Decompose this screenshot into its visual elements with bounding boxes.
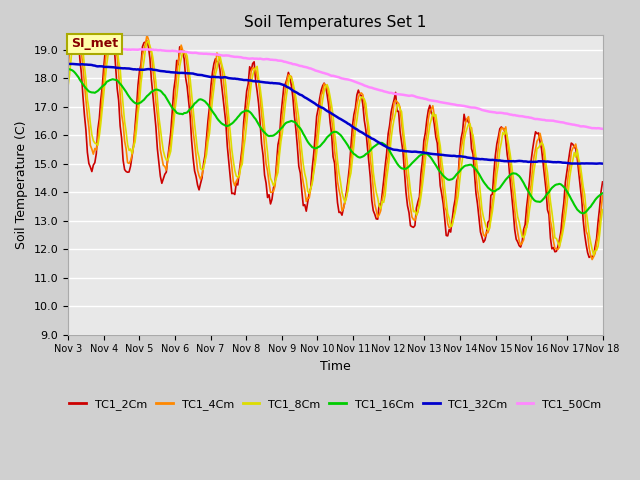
TC1_32Cm xyxy=(593,161,600,167)
TC1_50Cm xyxy=(252,56,259,61)
Y-axis label: Soil Temperature (C): Soil Temperature (C) xyxy=(15,121,28,249)
TC1_32Cm xyxy=(569,161,577,167)
TC1_4Cm xyxy=(72,18,79,24)
TC1_4Cm xyxy=(243,105,250,110)
TC1_2Cm xyxy=(598,179,606,185)
TC1_8Cm xyxy=(252,66,259,72)
TC1_2Cm xyxy=(64,54,72,60)
TC1_50Cm xyxy=(300,64,307,70)
TC1_32Cm xyxy=(298,92,306,98)
TC1_8Cm xyxy=(225,116,233,121)
TC1_32Cm xyxy=(223,75,231,81)
TC1_4Cm xyxy=(64,67,72,72)
TC1_8Cm xyxy=(300,161,307,167)
TC1_8Cm xyxy=(243,121,250,127)
TC1_50Cm xyxy=(570,122,578,128)
TC1_16Cm xyxy=(64,66,72,72)
TC1_2Cm xyxy=(570,144,578,150)
TC1_32Cm xyxy=(250,78,258,84)
TC1_2Cm xyxy=(131,124,139,130)
TC1_2Cm xyxy=(225,159,233,165)
TC1_16Cm xyxy=(579,211,587,216)
TC1_16Cm xyxy=(298,128,306,134)
TC1_16Cm xyxy=(130,99,138,105)
TC1_32Cm xyxy=(64,61,72,67)
TC1_4Cm xyxy=(252,66,259,72)
Title: Soil Temperatures Set 1: Soil Temperatures Set 1 xyxy=(244,15,426,30)
TC1_16Cm xyxy=(223,123,231,129)
TC1_8Cm xyxy=(131,139,139,145)
TC1_50Cm xyxy=(131,47,139,53)
TC1_4Cm xyxy=(300,180,307,185)
TC1_2Cm xyxy=(243,88,250,94)
Line: TC1_4Cm: TC1_4Cm xyxy=(68,21,602,260)
TC1_8Cm xyxy=(570,150,578,156)
Text: SI_met: SI_met xyxy=(71,37,118,50)
TC1_8Cm xyxy=(73,21,81,26)
TC1_4Cm xyxy=(225,136,233,142)
TC1_2Cm xyxy=(586,254,593,260)
TC1_4Cm xyxy=(570,144,578,149)
Line: TC1_16Cm: TC1_16Cm xyxy=(68,69,602,214)
TC1_8Cm xyxy=(590,252,598,258)
TC1_8Cm xyxy=(64,84,72,89)
Line: TC1_8Cm: TC1_8Cm xyxy=(68,24,602,255)
X-axis label: Time: Time xyxy=(320,360,351,373)
TC1_50Cm xyxy=(64,45,72,51)
Legend: TC1_2Cm, TC1_4Cm, TC1_8Cm, TC1_16Cm, TC1_32Cm, TC1_50Cm: TC1_2Cm, TC1_4Cm, TC1_8Cm, TC1_16Cm, TC1… xyxy=(65,394,605,414)
TC1_32Cm xyxy=(241,77,249,83)
TC1_2Cm xyxy=(68,17,76,23)
Line: TC1_32Cm: TC1_32Cm xyxy=(68,64,602,164)
TC1_16Cm xyxy=(598,191,606,196)
TC1_2Cm xyxy=(300,203,307,208)
Line: TC1_50Cm: TC1_50Cm xyxy=(68,47,602,129)
TC1_4Cm xyxy=(131,129,139,134)
TC1_16Cm xyxy=(241,108,249,114)
TC1_4Cm xyxy=(598,193,606,199)
TC1_16Cm xyxy=(250,115,258,120)
TC1_50Cm xyxy=(225,53,233,59)
TC1_2Cm xyxy=(252,78,259,84)
TC1_32Cm xyxy=(598,161,606,167)
TC1_16Cm xyxy=(569,199,577,204)
Line: TC1_2Cm: TC1_2Cm xyxy=(68,20,602,257)
TC1_50Cm xyxy=(70,44,78,50)
TC1_8Cm xyxy=(598,207,606,213)
TC1_50Cm xyxy=(598,126,606,132)
TC1_32Cm xyxy=(130,66,138,72)
TC1_4Cm xyxy=(588,257,596,263)
TC1_50Cm xyxy=(243,56,250,61)
